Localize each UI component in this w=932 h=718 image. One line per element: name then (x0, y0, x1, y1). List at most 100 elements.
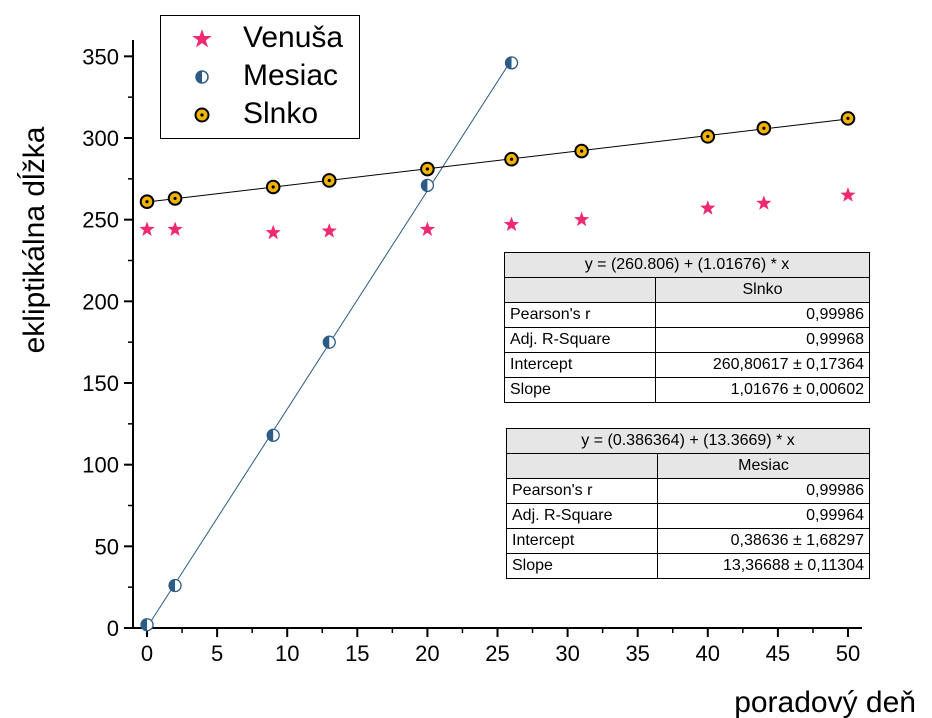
stat-label: Adj. R-Square (506, 503, 658, 529)
data-point-star (503, 216, 520, 232)
table-row: Intercept 0,38636 ± 1,68297 (506, 528, 870, 554)
marker-half-fill (267, 429, 274, 442)
data-point-star (265, 224, 281, 240)
table-row: Pearson's r 0,99986 (504, 302, 870, 328)
data-point-star (139, 221, 155, 236)
stat-value: 0,99986 (657, 478, 870, 504)
stat-value: 13,36688 ± 0,11304 (657, 553, 870, 579)
marker-half-fill (169, 579, 176, 592)
y-tick-label: 300 (82, 126, 119, 151)
half-circle-icon (195, 70, 209, 84)
data-point-star (321, 223, 337, 238)
fit-line (146, 118, 849, 203)
chart-legend: Venuša Mesiac Slnko (160, 15, 360, 139)
fit-series-name: Mesiac (657, 453, 870, 479)
data-point-dotted-circle (840, 111, 856, 126)
x-tick-label: 45 (766, 641, 790, 666)
x-tick-label: 30 (555, 641, 579, 666)
table-row: Pearson's r 0,99986 (506, 478, 870, 504)
dotted-circle-icon (194, 107, 210, 123)
legend-item-venusa: Venuša (161, 20, 359, 56)
data-point-dotted-circle (139, 194, 155, 209)
data-point-star (840, 187, 856, 202)
star-icon (192, 29, 212, 48)
y-axis-label: ekliptikálna dĺžka (17, 126, 51, 353)
legend-label: Venuša (243, 21, 344, 54)
stat-value: 0,99986 (655, 302, 870, 328)
stat-label: Slope (504, 377, 656, 403)
y-tick-label: 150 (82, 371, 119, 396)
y-tick-label: 100 (82, 453, 119, 478)
data-point-dotted-circle (167, 191, 183, 206)
fit-table-slnko: y = (260.806) + (1.01676) * x Slnko Pear… (504, 252, 870, 403)
legend-label: Mesiac (243, 59, 339, 92)
marker-dot (327, 178, 331, 183)
table-row: Adj. R-Square 0,99964 (506, 503, 870, 529)
data-point-dotted-circle (700, 129, 716, 144)
marker-dot (173, 196, 177, 201)
table-row: Slope 13,36688 ± 0,11304 (506, 553, 870, 579)
stat-label: Pearson's r (506, 478, 658, 504)
y-tick-label: 350 (82, 44, 119, 69)
data-point-half-circle (266, 428, 280, 442)
data-point-half-circle (140, 618, 154, 632)
data-point-star (419, 221, 436, 236)
stat-value: 1,01676 ± 0,00602 (655, 377, 870, 403)
stat-value: 0,38636 ± 1,68297 (657, 528, 870, 554)
y-tick-label: 250 (82, 208, 119, 233)
fit-table-mesiac: y = (0.386364) + (13.3669) * x Mesiac Pe… (506, 428, 870, 579)
x-tick-label: 20 (415, 641, 439, 666)
data-point-dotted-circle (504, 151, 519, 167)
legend-item-slnko: Slnko (161, 96, 359, 132)
data-point-dotted-circle (321, 173, 337, 188)
axes: 0 5 10 15 20 25 30 35 40 45 50 0 50 100 150 200 250 300 35… (82, 40, 862, 666)
data-points (139, 56, 856, 632)
x-tick-label: 40 (696, 641, 720, 666)
marker-dot (580, 149, 584, 153)
table-row: Intercept 260,80617 ± 0,17364 (504, 352, 870, 378)
marker-half-fill (141, 618, 148, 631)
marker-half-fill (323, 336, 330, 349)
data-point-half-circle (322, 335, 336, 349)
data-point-dotted-circle (574, 143, 589, 159)
y-tick-label: 0 (107, 616, 119, 641)
marker-dot (271, 185, 275, 189)
marker-dot (762, 126, 766, 130)
stat-label: Intercept (506, 528, 658, 554)
x-tick-label: 15 (345, 641, 369, 666)
data-point-half-circle (168, 578, 182, 593)
stat-label: Adj. R-Square (504, 327, 656, 353)
legend-label: Slnko (243, 97, 319, 130)
fit-header-blank (506, 453, 658, 479)
data-point-half-circle (420, 178, 435, 193)
x-tick-label: 0 (141, 641, 153, 666)
stat-value: 260,80617 ± 0,17364 (655, 352, 870, 378)
data-point-star (700, 200, 716, 215)
fit-series-name: Slnko (655, 277, 870, 303)
stat-label: Pearson's r (504, 302, 656, 328)
marker-dot (706, 134, 710, 138)
data-point-half-circle (504, 56, 519, 70)
data-point-dotted-circle (265, 179, 281, 195)
fit-equation: y = (0.386364) + (13.3669) * x (506, 428, 870, 454)
data-point-star (167, 221, 183, 236)
fit-header-blank (504, 277, 656, 303)
fit-equation: y = (260.806) + (1.01676) * x (504, 252, 870, 278)
stat-value: 0,99968 (655, 327, 870, 353)
x-tick-label: 10 (275, 641, 299, 666)
y-tick-label: 50 (95, 534, 119, 559)
table-row: Adj. R-Square 0,99968 (504, 327, 870, 353)
table-row: Slope 1,01676 ± 0,00602 (504, 377, 870, 403)
x-tick-label: 35 (625, 641, 649, 666)
stat-label: Slope (506, 553, 658, 579)
stat-value: 0,99964 (657, 503, 870, 529)
x-tick-label: 25 (485, 641, 509, 666)
marker-half-fill (421, 179, 428, 192)
data-point-star (756, 195, 772, 210)
data-point-dotted-circle (756, 120, 772, 136)
marker-half-fill (505, 56, 512, 69)
marker-dot (145, 200, 149, 204)
y-tick-label: 200 (82, 289, 119, 314)
legend-item-mesiac: Mesiac (161, 58, 359, 94)
